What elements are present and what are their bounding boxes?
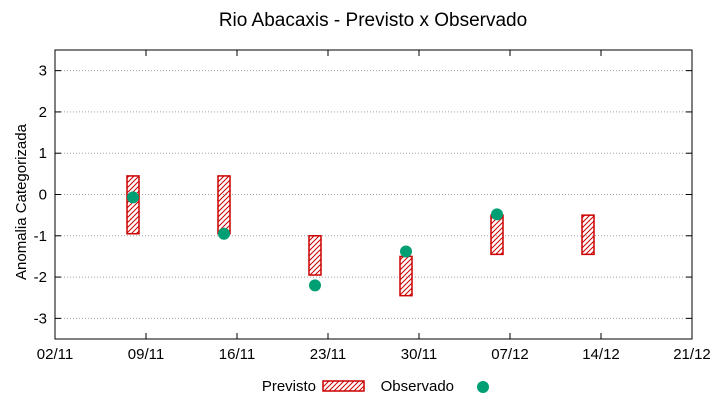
plot-frame bbox=[54, 49, 693, 340]
y-axis-label: Anomalia Categorizada bbox=[13, 123, 30, 280]
y-tick-label: 2 bbox=[39, 104, 47, 121]
chart-title: Rio Abacaxis - Previsto x Observado bbox=[219, 10, 527, 31]
forecast-range-bar bbox=[126, 175, 140, 235]
forecast-range-bar bbox=[217, 175, 231, 235]
observed-point bbox=[491, 208, 503, 221]
legend: Previsto Observado bbox=[262, 378, 489, 395]
legend-swatch-previsto bbox=[322, 380, 365, 392]
grid-lines bbox=[55, 70, 692, 319]
x-tick-label: 02/11 bbox=[37, 346, 73, 363]
x-tick-label: 07/12 bbox=[491, 346, 529, 363]
x-tick-label: 16/11 bbox=[219, 346, 255, 363]
x-tick-label: 30/11 bbox=[401, 346, 437, 363]
forecast-range-bar bbox=[581, 214, 595, 256]
forecast-range-bar bbox=[308, 235, 322, 276]
legend-swatch-observado bbox=[477, 381, 489, 393]
legend-label-observado: Observado bbox=[381, 378, 454, 395]
observed-point bbox=[218, 227, 230, 240]
observed-point bbox=[309, 279, 321, 292]
observed-point bbox=[127, 191, 139, 204]
forecast-range-bar bbox=[490, 214, 504, 256]
chart-marks bbox=[126, 175, 595, 297]
x-tick-label: 14/12 bbox=[582, 346, 620, 363]
x-tick-label: 23/11 bbox=[310, 346, 346, 363]
y-tick-label: -3 bbox=[34, 310, 47, 327]
x-tick-label: 21/12 bbox=[673, 346, 711, 363]
y-tick-label: 1 bbox=[39, 145, 47, 162]
y-tick-label: 3 bbox=[39, 63, 47, 80]
observed-point bbox=[400, 245, 412, 258]
y-tick-label: 0 bbox=[39, 187, 47, 204]
legend-label-previsto: Previsto bbox=[262, 378, 316, 395]
y-tick-label: -1 bbox=[34, 228, 47, 245]
y-tick-label: -2 bbox=[34, 269, 47, 286]
y-axis-ticks: -3 -2 -1 0 1 2 3 bbox=[34, 63, 692, 327]
x-tick-label: 09/11 bbox=[128, 346, 164, 363]
forecast-range-bar bbox=[399, 255, 413, 297]
